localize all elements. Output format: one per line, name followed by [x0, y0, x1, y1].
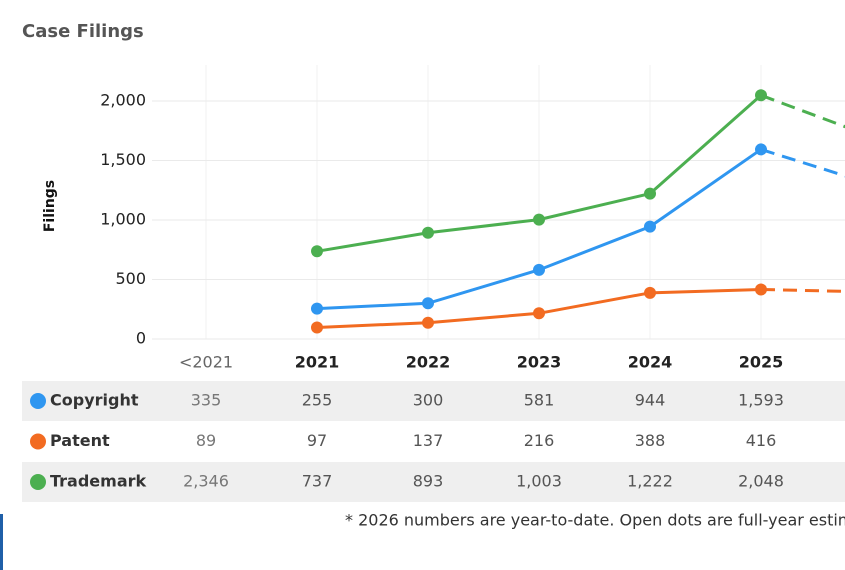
point: [755, 283, 767, 296]
edge-strip: [0, 514, 3, 570]
point: [311, 321, 323, 334]
table-cell: 89: [196, 431, 216, 450]
table-cell: 300: [413, 391, 444, 410]
table-cell: 137: [413, 431, 444, 450]
table-cell: 216: [524, 431, 555, 450]
table-cell: 255: [302, 391, 333, 410]
y-axis-label: Filings: [42, 180, 58, 232]
table-cell: 893: [413, 472, 444, 491]
table-row-band: [22, 462, 845, 502]
point: [422, 297, 434, 310]
point: [533, 263, 545, 276]
legend-swatch: [30, 474, 46, 490]
x-tick-label: 2024: [628, 353, 673, 372]
table-cell: 97: [307, 431, 327, 450]
point: [422, 316, 434, 329]
legend-label: Copyright: [50, 391, 139, 410]
footnote: * 2026 numbers are year-to-date. Open do…: [345, 511, 845, 530]
table-cell: 1,593: [738, 391, 784, 410]
x-tick-label: <2021: [179, 353, 233, 372]
point: [644, 187, 656, 200]
point: [311, 245, 323, 258]
table-cell: 416: [746, 431, 777, 450]
legend-swatch: [30, 433, 46, 450]
point: [644, 220, 656, 233]
point: [755, 143, 767, 156]
table-cell: 388: [635, 431, 666, 450]
table-cell: 944: [635, 391, 666, 410]
table-cell: 2,346: [183, 472, 229, 491]
table-row-band: [22, 381, 845, 421]
table-cell: 1,003: [516, 472, 562, 491]
point: [533, 307, 545, 320]
legend-label: Trademark: [50, 472, 147, 491]
x-tick-label: 2023: [517, 353, 562, 372]
chart-title: Case Filings: [22, 21, 144, 42]
table-cell: 1,222: [627, 472, 673, 491]
table-cell: 335: [191, 391, 222, 410]
x-tick-label: 2025: [739, 353, 784, 372]
x-tick-label: 2021: [295, 353, 340, 372]
legend-label: Patent: [50, 431, 110, 450]
projection-line: [760, 148, 845, 178]
table-cell: 581: [524, 391, 555, 410]
legend-swatch: [30, 393, 46, 409]
point: [311, 302, 323, 315]
y-tick-label: 500: [115, 269, 146, 288]
y-tick-label: 2,000: [100, 91, 146, 110]
point: [422, 226, 434, 239]
point: [755, 89, 767, 102]
y-tick-label: 1,500: [100, 150, 146, 169]
x-tick-label: 2022: [406, 353, 451, 372]
y-tick-label: 1,000: [100, 210, 146, 229]
point: [644, 286, 656, 299]
projection-line: [760, 287, 845, 293]
point: [533, 213, 545, 226]
y-tick-label: 0: [136, 329, 146, 348]
table-cell: 2,048: [738, 472, 784, 491]
table-cell: 737: [302, 472, 333, 491]
